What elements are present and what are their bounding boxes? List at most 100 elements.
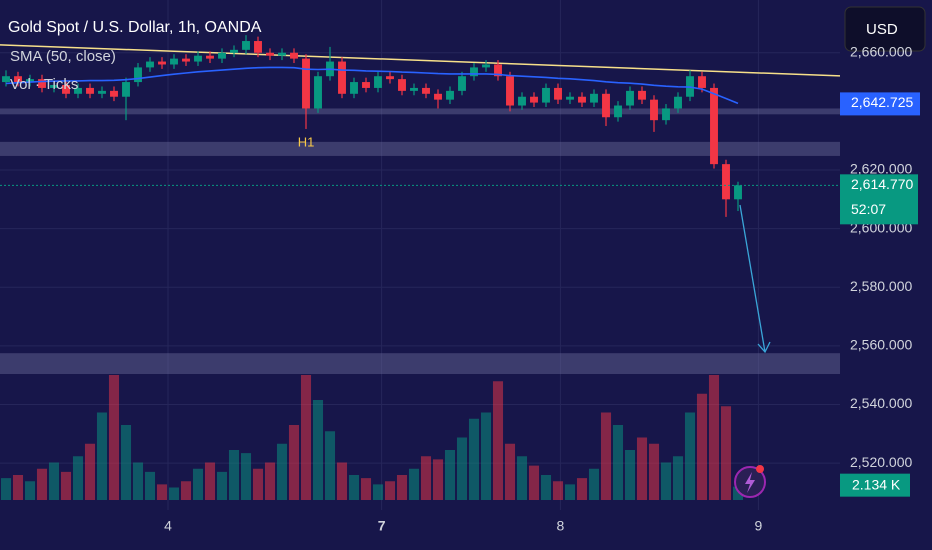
volume-bar — [288, 425, 300, 500]
candle-body — [50, 85, 58, 88]
volume-bar — [348, 475, 360, 500]
y-tick-label: 2,580.000 — [850, 278, 912, 294]
candle-body — [638, 90, 646, 100]
volume-bar — [48, 462, 60, 500]
volume-bar — [0, 478, 12, 500]
candle-body — [470, 67, 478, 77]
volume-bar — [156, 484, 168, 500]
volume-bar — [324, 431, 336, 500]
candle-body — [698, 76, 706, 88]
volume-bar — [144, 471, 156, 500]
candle-body — [254, 41, 262, 53]
x-tick-label: 7 — [378, 518, 386, 534]
candle-body — [386, 76, 394, 80]
candle-body — [422, 87, 430, 94]
candle-body — [350, 82, 358, 94]
countdown: 52:07 — [851, 201, 886, 217]
candle-body — [614, 105, 622, 118]
volume-bar — [228, 450, 240, 500]
candle-body — [722, 164, 730, 200]
candle-body — [590, 93, 598, 103]
candle-body — [566, 96, 574, 100]
volume-bar — [552, 481, 564, 500]
volume-bar — [696, 393, 708, 500]
candle-body — [482, 64, 490, 68]
candle-body — [134, 67, 142, 83]
volume-bar — [516, 456, 528, 500]
candle-body — [86, 87, 94, 94]
candle-body — [266, 52, 274, 56]
candle-body — [362, 82, 370, 88]
volume-bar — [276, 443, 288, 500]
volume-bar — [384, 481, 396, 500]
indicator: SMA (50, close) — [10, 48, 116, 65]
candle-body — [518, 96, 526, 106]
volume-bar — [132, 462, 144, 500]
volume-bar — [672, 456, 684, 500]
y-tick-label: 2,620.000 — [850, 161, 912, 177]
arrow-head — [757, 341, 771, 354]
volume-bar — [192, 468, 204, 500]
zone — [0, 353, 840, 374]
volume-bar — [396, 475, 408, 500]
volume-bar — [36, 468, 48, 500]
volume-bar — [612, 425, 624, 500]
volume-bar — [312, 400, 324, 500]
candle-body — [602, 93, 610, 118]
candle-body — [374, 76, 382, 88]
candle-body — [662, 108, 670, 121]
annotation: H1 — [298, 134, 315, 149]
volume-bar — [240, 453, 252, 500]
candle-body — [434, 93, 442, 100]
price-label-box — [840, 174, 918, 225]
volume-bar — [120, 425, 132, 500]
volume-label: 2.134 K — [852, 476, 901, 492]
volume-bar — [624, 450, 636, 500]
volume-bar — [72, 456, 84, 500]
volume-bar — [360, 478, 372, 500]
candle-body — [278, 52, 286, 56]
volume-bar — [108, 375, 120, 500]
y-tick-label: 2,540.000 — [850, 395, 912, 411]
candle-body — [206, 55, 214, 59]
currency: USD — [866, 21, 898, 38]
volume-bar — [420, 456, 432, 500]
icon-dot — [756, 465, 764, 473]
volume-bar — [12, 475, 24, 500]
volume-bar — [492, 381, 504, 500]
volume-bar — [24, 481, 36, 500]
volume-bar — [732, 486, 744, 500]
candle-body — [170, 58, 178, 65]
icon-bolt — [745, 472, 755, 493]
volume-bar — [432, 459, 444, 500]
volume-bar — [480, 412, 492, 500]
volume-bar — [168, 487, 180, 500]
candle-body — [314, 76, 322, 109]
candle-body — [230, 49, 238, 53]
volume-bar — [180, 481, 192, 500]
volume-bar — [252, 468, 264, 500]
currency-button[interactable] — [844, 6, 926, 52]
x-tick-label: 8 — [557, 518, 565, 534]
volume-bar — [600, 412, 612, 500]
candle-body — [578, 96, 586, 103]
volume-bar — [708, 375, 720, 500]
candle-body — [290, 52, 298, 59]
arrow — [739, 204, 766, 353]
candle-body — [14, 76, 22, 83]
volume-bar — [648, 443, 660, 500]
volume-bar — [456, 437, 468, 500]
candle-body — [38, 79, 46, 88]
sma-line — [5, 66, 739, 105]
volume-bar — [576, 478, 588, 500]
candle-body — [218, 52, 226, 59]
candle-body — [650, 99, 658, 121]
volume-bar — [636, 437, 648, 500]
candle-body — [554, 87, 562, 100]
sma-label-box — [840, 92, 920, 116]
volume-bar — [300, 375, 312, 500]
candle-body — [98, 90, 106, 94]
candle-body — [338, 61, 346, 94]
zone — [0, 141, 840, 156]
